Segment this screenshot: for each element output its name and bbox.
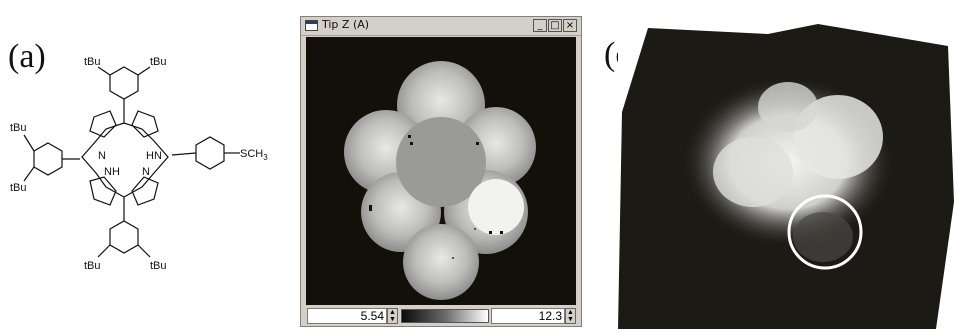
hn-label: HN — [146, 150, 162, 162]
close-button[interactable]: × — [563, 19, 577, 32]
colorbar-gradient — [401, 309, 489, 323]
colorscale-bar: 5.54 ▲ ▼ 12.3 ▲ ▼ — [301, 306, 581, 326]
minimize-button[interactable]: _ — [533, 19, 547, 32]
stm-3d-rendering-c — [618, 22, 954, 329]
stm-topography-image-b: (b) — [306, 37, 576, 305]
tbu-label: tBu — [150, 260, 167, 272]
panel-label-b: (b) — [314, 37, 354, 74]
tbu-label: tBu — [10, 182, 27, 194]
max-value-field[interactable]: 12.3 — [491, 308, 565, 324]
panel-label-a: (a) — [8, 38, 46, 75]
n-label: N — [98, 150, 106, 162]
maximize-button[interactable]: □ — [548, 19, 562, 32]
n-label: N — [142, 166, 150, 178]
tbu-label: tBu — [84, 260, 101, 272]
window-title: Tip Z (A) — [322, 18, 370, 31]
min-value-field[interactable]: 5.54 — [307, 308, 387, 324]
tbu-label: tBu — [84, 56, 101, 68]
min-value-spinner[interactable]: ▲ ▼ — [387, 308, 398, 324]
max-value-spinner[interactable]: ▲ ▼ — [565, 308, 576, 324]
stm-image-window: Tip Z (A) _ □ × — [300, 16, 582, 327]
sch3-label: SCH3 — [240, 148, 268, 162]
tbu-label: tBu — [10, 122, 27, 134]
window-icon — [305, 20, 318, 31]
nh-label: NH — [104, 166, 120, 178]
window-titlebar[interactable]: Tip Z (A) _ □ × — [301, 17, 581, 36]
highlight-circle — [787, 194, 863, 270]
tbu-label: tBu — [150, 56, 167, 68]
porphyrin-structure-diagram: tBu tBu tBu tBu tBu tBu SCH3 N HN NH N — [10, 56, 268, 272]
